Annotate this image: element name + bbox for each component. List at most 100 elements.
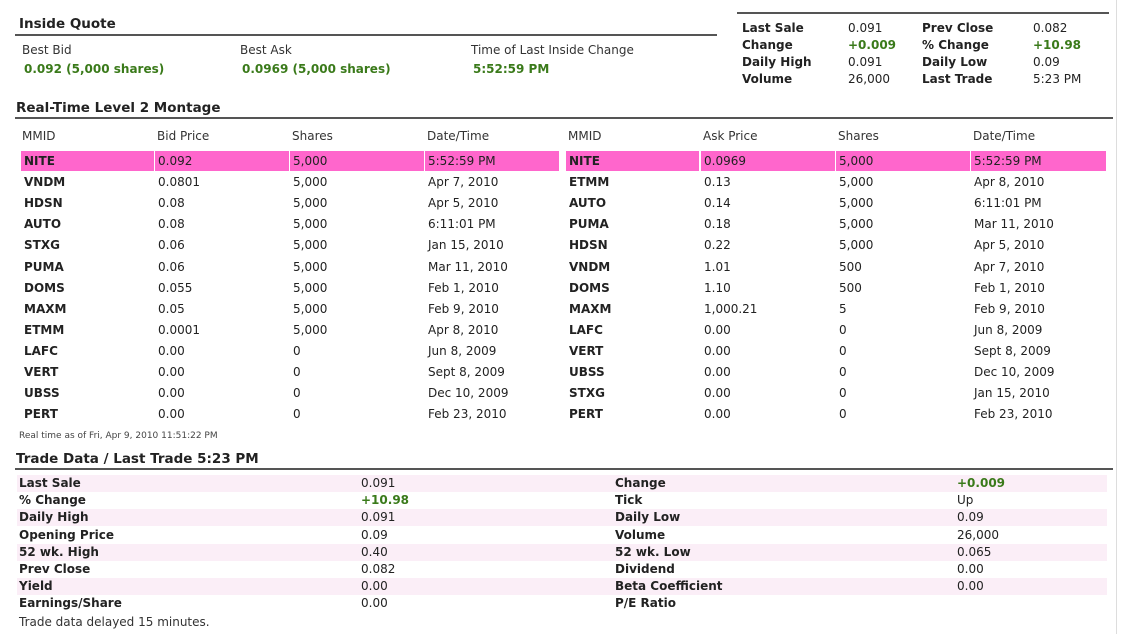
table-cell: 5,000 <box>293 280 328 295</box>
mmid-cell[interactable]: MAXM <box>569 301 612 316</box>
table-row: MAXM 0.05 5,000 Feb 9, 2010 MAXM 1,000.21 5 Feb… <box>21 299 1106 320</box>
table-cell: 500 <box>839 259 862 274</box>
mmid-cell[interactable]: ETMM <box>24 322 65 337</box>
mmid-cell[interactable]: VERT <box>569 343 604 358</box>
inside-quote-title: Inside Quote <box>19 16 116 32</box>
column-header[interactable]: Ask Price <box>703 129 758 143</box>
mmid-cell[interactable]: PUMA <box>569 217 609 232</box>
summary-rule <box>737 12 1109 14</box>
table-cell: 0 <box>839 386 847 401</box>
mmid-cell[interactable]: STXG <box>24 238 60 253</box>
column-header[interactable]: Bid Price <box>157 129 210 143</box>
mmid-cell[interactable]: UBSS <box>569 365 605 379</box>
mmid-cell[interactable]: AUTO <box>24 217 62 232</box>
table-cell: Apr 5, 2010 <box>428 196 499 211</box>
table-cell: 0.00 <box>704 343 731 358</box>
mmid-cell[interactable]: LAFC <box>569 322 603 337</box>
table-cell: Apr 7, 2010 <box>428 175 499 190</box>
table-cell: Feb 23, 2010 <box>974 407 1053 422</box>
table-cell: 1,000.21 <box>704 301 758 316</box>
table-cell: Feb 23, 2010 <box>428 407 507 422</box>
mmid-cell[interactable]: VNDM <box>24 175 66 190</box>
table-cell: 0.00 <box>158 386 185 401</box>
table-cell: Sept 8, 2009 <box>428 365 505 379</box>
mmid-cell[interactable]: DOMS <box>569 280 610 295</box>
trade-label: 52 wk. High <box>19 544 99 559</box>
mmid-cell[interactable]: PUMA <box>24 259 64 274</box>
summary-value: +0.009 <box>848 38 897 52</box>
table-cell: 0.00 <box>704 322 731 337</box>
table-row: Opening Price 0.09 Volume 26,000 <box>17 527 1107 544</box>
table-row: 52 wk. High 0.40 52 wk. Low 0.065 <box>17 543 1107 561</box>
summary-value: 0.09 <box>1033 55 1060 69</box>
mmid-cell[interactable]: MAXM <box>24 301 67 316</box>
mmid-cell[interactable]: PERT <box>24 407 58 422</box>
mmid-cell[interactable]: ETMM <box>569 175 610 190</box>
table-cell: Mar 11, 2010 <box>428 259 508 274</box>
montage-rule <box>15 117 1113 119</box>
best-bid-label: Best Bid <box>22 43 72 57</box>
table-row: VNDM 0.0801 5,000 Apr 7, 2010 ETMM 0.13 5,000 A… <box>21 172 1106 193</box>
table-row: UBSS 0.00 0 Dec 10, 2009 STXG 0.00 0 Jan 15, 20… <box>21 383 1106 404</box>
mmid-cell[interactable]: LAFC <box>24 343 58 358</box>
table-cell: 0.00 <box>704 386 731 401</box>
mmid-cell[interactable]: AUTO <box>569 196 607 211</box>
trade-label: Opening Price <box>19 527 114 542</box>
summary-value: 0.082 <box>1033 21 1068 35</box>
table-cell: 5,000 <box>839 238 874 253</box>
summary-label: Change <box>742 38 793 52</box>
table-row: Yield 0.00 Beta Coefficient 0.00 <box>17 578 1107 596</box>
column-header[interactable]: MMID <box>22 129 56 143</box>
trade-label: Dividend <box>615 562 675 576</box>
table-cell: Feb 1, 2010 <box>428 280 499 295</box>
mmid-cell[interactable]: VNDM <box>569 259 611 274</box>
best-ask-label: Best Ask <box>240 43 292 57</box>
mmid-cell[interactable]: UBSS <box>24 386 60 401</box>
table-cell: 0.14 <box>704 196 731 211</box>
table-cell: 0.00 <box>704 365 731 379</box>
trade-label: Daily Low <box>615 510 681 525</box>
table-cell: 1.10 <box>704 280 731 295</box>
table-row: Last Sale 0.091 Change +0.009 <box>17 475 1107 492</box>
mmid-cell[interactable]: VERT <box>24 365 59 379</box>
table-cell: 1.01 <box>704 259 731 274</box>
mmid-cell[interactable]: PERT <box>569 407 603 422</box>
column-header[interactable]: MMID <box>568 129 602 143</box>
trade-value: 26,000 <box>957 527 999 542</box>
summary-label: Volume <box>742 72 793 86</box>
table-cell: 0 <box>293 407 301 422</box>
mmid-cell[interactable]: NITE <box>21 151 154 171</box>
table-cell: 0.00 <box>158 365 185 379</box>
table-cell: 5,000 <box>839 217 874 232</box>
table-cell: Sept 8, 2009 <box>974 343 1051 358</box>
trade-label: Earnings/Share <box>19 596 122 611</box>
trade-value: Up <box>957 493 974 508</box>
table-cell: 5 <box>839 301 847 316</box>
table-cell: 6:11:01 PM <box>428 217 496 232</box>
column-header[interactable]: Date/Time <box>973 129 1036 143</box>
table-row: ETMM 0.0001 5,000 Apr 8, 2010 LAFC 0.00 0 Jun 8… <box>21 320 1106 341</box>
trade-label: Last Sale <box>19 476 81 490</box>
table-cell: 6:11:01 PM <box>974 196 1042 211</box>
table-cell: 0.08 <box>158 217 185 232</box>
table-cell: 0 <box>839 365 847 379</box>
column-header[interactable]: Shares <box>292 129 333 143</box>
trade-value: 0.09 <box>361 527 388 542</box>
mmid-cell[interactable]: NITE <box>566 151 699 171</box>
trade-value: 0.09 <box>957 510 984 525</box>
trade-value: +10.98 <box>361 493 410 508</box>
best-ask-value: 0.0969 (5,000 shares) <box>242 62 391 76</box>
table-row: % Change +10.98 Tick Up <box>17 492 1107 509</box>
trade-value: 0.40 <box>361 544 388 559</box>
summary-value: 0.091 <box>848 21 883 35</box>
column-header[interactable]: Date/Time <box>427 129 490 143</box>
table-cell: 0.06 <box>158 238 185 253</box>
mmid-cell[interactable]: DOMS <box>24 280 65 295</box>
summary-label: Last Trade <box>922 72 993 86</box>
table-cell: 5,000 <box>293 259 328 274</box>
trade-data-rule <box>15 468 1113 470</box>
mmid-cell[interactable]: STXG <box>569 386 605 401</box>
column-header[interactable]: Shares <box>838 129 879 143</box>
mmid-cell[interactable]: HDSN <box>569 238 608 253</box>
mmid-cell[interactable]: HDSN <box>24 196 63 211</box>
